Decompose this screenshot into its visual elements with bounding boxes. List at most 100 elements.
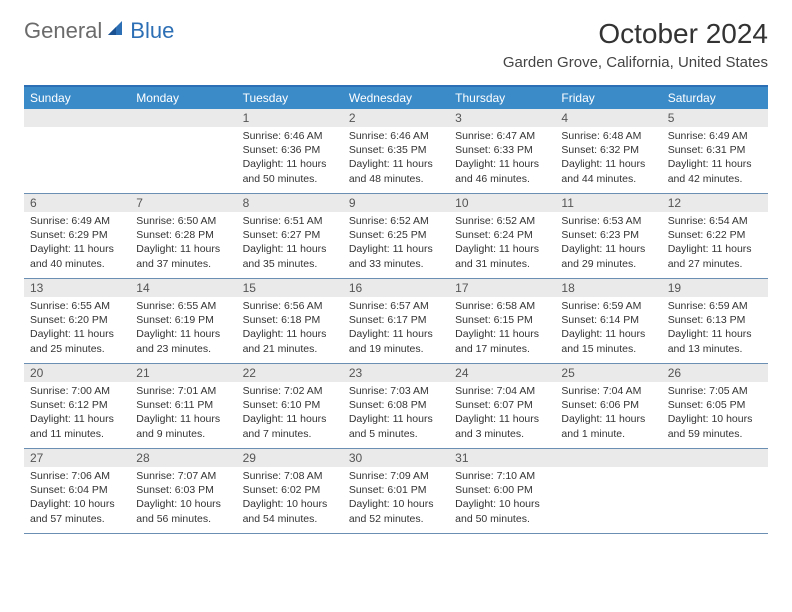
dow-sunday: Sunday [24, 87, 130, 109]
header: General Blue October 2024 Garden Grove, … [0, 0, 792, 77]
daylight-text: Daylight: 11 hours and 40 minutes. [30, 242, 124, 270]
sunset-text: Sunset: 6:20 PM [30, 313, 124, 327]
sunrise-text: Sunrise: 6:52 AM [349, 214, 443, 228]
sunset-text: Sunset: 6:13 PM [668, 313, 762, 327]
sunrise-text: Sunrise: 7:05 AM [668, 384, 762, 398]
day-cell: 20Sunrise: 7:00 AMSunset: 6:12 PMDayligh… [24, 364, 130, 448]
day-body: Sunrise: 6:46 AMSunset: 6:36 PMDaylight:… [237, 127, 343, 190]
day-number: 22 [237, 364, 343, 382]
week-row: 27Sunrise: 7:06 AMSunset: 6:04 PMDayligh… [24, 449, 768, 534]
daylight-text: Daylight: 11 hours and 19 minutes. [349, 327, 443, 355]
daylight-text: Daylight: 11 hours and 25 minutes. [30, 327, 124, 355]
sunset-text: Sunset: 6:01 PM [349, 483, 443, 497]
day-body: Sunrise: 7:01 AMSunset: 6:11 PMDaylight:… [130, 382, 236, 445]
day-body: Sunrise: 6:53 AMSunset: 6:23 PMDaylight:… [555, 212, 661, 275]
day-number: 23 [343, 364, 449, 382]
day-cell: 13Sunrise: 6:55 AMSunset: 6:20 PMDayligh… [24, 279, 130, 363]
day-body: Sunrise: 6:57 AMSunset: 6:17 PMDaylight:… [343, 297, 449, 360]
dow-tuesday: Tuesday [237, 87, 343, 109]
day-number: 13 [24, 279, 130, 297]
sunset-text: Sunset: 6:06 PM [561, 398, 655, 412]
day-cell: 2Sunrise: 6:46 AMSunset: 6:35 PMDaylight… [343, 109, 449, 193]
daylight-text: Daylight: 11 hours and 1 minute. [561, 412, 655, 440]
logo-text-general: General [24, 18, 102, 44]
day-cell [130, 109, 236, 193]
daylight-text: Daylight: 10 hours and 57 minutes. [30, 497, 124, 525]
day-number: 14 [130, 279, 236, 297]
day-body: Sunrise: 7:06 AMSunset: 6:04 PMDaylight:… [24, 467, 130, 530]
daylight-text: Daylight: 11 hours and 27 minutes. [668, 242, 762, 270]
daylight-text: Daylight: 11 hours and 44 minutes. [561, 157, 655, 185]
logo-sail-icon [106, 19, 126, 44]
day-number [555, 449, 661, 467]
day-number [662, 449, 768, 467]
day-body: Sunrise: 7:02 AMSunset: 6:10 PMDaylight:… [237, 382, 343, 445]
sunrise-text: Sunrise: 7:04 AM [455, 384, 549, 398]
sunrise-text: Sunrise: 6:46 AM [243, 129, 337, 143]
day-body: Sunrise: 6:55 AMSunset: 6:19 PMDaylight:… [130, 297, 236, 360]
daylight-text: Daylight: 11 hours and 5 minutes. [349, 412, 443, 440]
logo: General Blue [24, 18, 174, 44]
sunrise-text: Sunrise: 7:02 AM [243, 384, 337, 398]
calendar: Sunday Monday Tuesday Wednesday Thursday… [24, 85, 768, 534]
day-cell: 5Sunrise: 6:49 AMSunset: 6:31 PMDaylight… [662, 109, 768, 193]
day-cell: 27Sunrise: 7:06 AMSunset: 6:04 PMDayligh… [24, 449, 130, 533]
day-cell: 19Sunrise: 6:59 AMSunset: 6:13 PMDayligh… [662, 279, 768, 363]
daylight-text: Daylight: 10 hours and 54 minutes. [243, 497, 337, 525]
day-cell: 14Sunrise: 6:55 AMSunset: 6:19 PMDayligh… [130, 279, 236, 363]
daylight-text: Daylight: 11 hours and 23 minutes. [136, 327, 230, 355]
sunrise-text: Sunrise: 6:52 AM [455, 214, 549, 228]
day-number: 31 [449, 449, 555, 467]
day-cell [555, 449, 661, 533]
day-body: Sunrise: 6:50 AMSunset: 6:28 PMDaylight:… [130, 212, 236, 275]
day-body: Sunrise: 6:55 AMSunset: 6:20 PMDaylight:… [24, 297, 130, 360]
week-row: 6Sunrise: 6:49 AMSunset: 6:29 PMDaylight… [24, 194, 768, 279]
sunrise-text: Sunrise: 7:00 AM [30, 384, 124, 398]
day-number: 12 [662, 194, 768, 212]
daylight-text: Daylight: 10 hours and 50 minutes. [455, 497, 549, 525]
sunset-text: Sunset: 6:14 PM [561, 313, 655, 327]
day-cell: 15Sunrise: 6:56 AMSunset: 6:18 PMDayligh… [237, 279, 343, 363]
logo-text-blue: Blue [130, 18, 174, 44]
sunset-text: Sunset: 6:00 PM [455, 483, 549, 497]
day-number: 18 [555, 279, 661, 297]
day-body: Sunrise: 7:09 AMSunset: 6:01 PMDaylight:… [343, 467, 449, 530]
sunrise-text: Sunrise: 7:04 AM [561, 384, 655, 398]
daylight-text: Daylight: 11 hours and 9 minutes. [136, 412, 230, 440]
daylight-text: Daylight: 11 hours and 3 minutes. [455, 412, 549, 440]
daylight-text: Daylight: 11 hours and 50 minutes. [243, 157, 337, 185]
week-row: 13Sunrise: 6:55 AMSunset: 6:20 PMDayligh… [24, 279, 768, 364]
daylight-text: Daylight: 10 hours and 56 minutes. [136, 497, 230, 525]
title-block: October 2024 Garden Grove, California, U… [503, 18, 768, 71]
sunset-text: Sunset: 6:18 PM [243, 313, 337, 327]
day-cell: 24Sunrise: 7:04 AMSunset: 6:07 PMDayligh… [449, 364, 555, 448]
day-number: 3 [449, 109, 555, 127]
day-number: 4 [555, 109, 661, 127]
day-number [24, 109, 130, 127]
daylight-text: Daylight: 11 hours and 17 minutes. [455, 327, 549, 355]
day-number: 8 [237, 194, 343, 212]
sunrise-text: Sunrise: 6:55 AM [30, 299, 124, 313]
day-body: Sunrise: 6:59 AMSunset: 6:13 PMDaylight:… [662, 297, 768, 360]
daylight-text: Daylight: 11 hours and 31 minutes. [455, 242, 549, 270]
day-number: 25 [555, 364, 661, 382]
day-body: Sunrise: 7:04 AMSunset: 6:07 PMDaylight:… [449, 382, 555, 445]
day-body: Sunrise: 7:07 AMSunset: 6:03 PMDaylight:… [130, 467, 236, 530]
dow-friday: Friday [555, 87, 661, 109]
dow-saturday: Saturday [662, 87, 768, 109]
dow-row: Sunday Monday Tuesday Wednesday Thursday… [24, 87, 768, 109]
sunset-text: Sunset: 6:28 PM [136, 228, 230, 242]
sunset-text: Sunset: 6:22 PM [668, 228, 762, 242]
daylight-text: Daylight: 11 hours and 42 minutes. [668, 157, 762, 185]
dow-monday: Monday [130, 87, 236, 109]
sunrise-text: Sunrise: 7:09 AM [349, 469, 443, 483]
sunset-text: Sunset: 6:04 PM [30, 483, 124, 497]
day-cell: 21Sunrise: 7:01 AMSunset: 6:11 PMDayligh… [130, 364, 236, 448]
day-cell: 16Sunrise: 6:57 AMSunset: 6:17 PMDayligh… [343, 279, 449, 363]
sunset-text: Sunset: 6:12 PM [30, 398, 124, 412]
day-cell: 25 Sunrise: 7:04 AMSunset: 6:06 PMDayligh… [555, 364, 661, 448]
sunrise-text: Sunrise: 7:08 AM [243, 469, 337, 483]
sunrise-text: Sunrise: 6:55 AM [136, 299, 230, 313]
sunset-text: Sunset: 6:10 PM [243, 398, 337, 412]
day-cell: 7Sunrise: 6:50 AMSunset: 6:28 PMDaylight… [130, 194, 236, 278]
